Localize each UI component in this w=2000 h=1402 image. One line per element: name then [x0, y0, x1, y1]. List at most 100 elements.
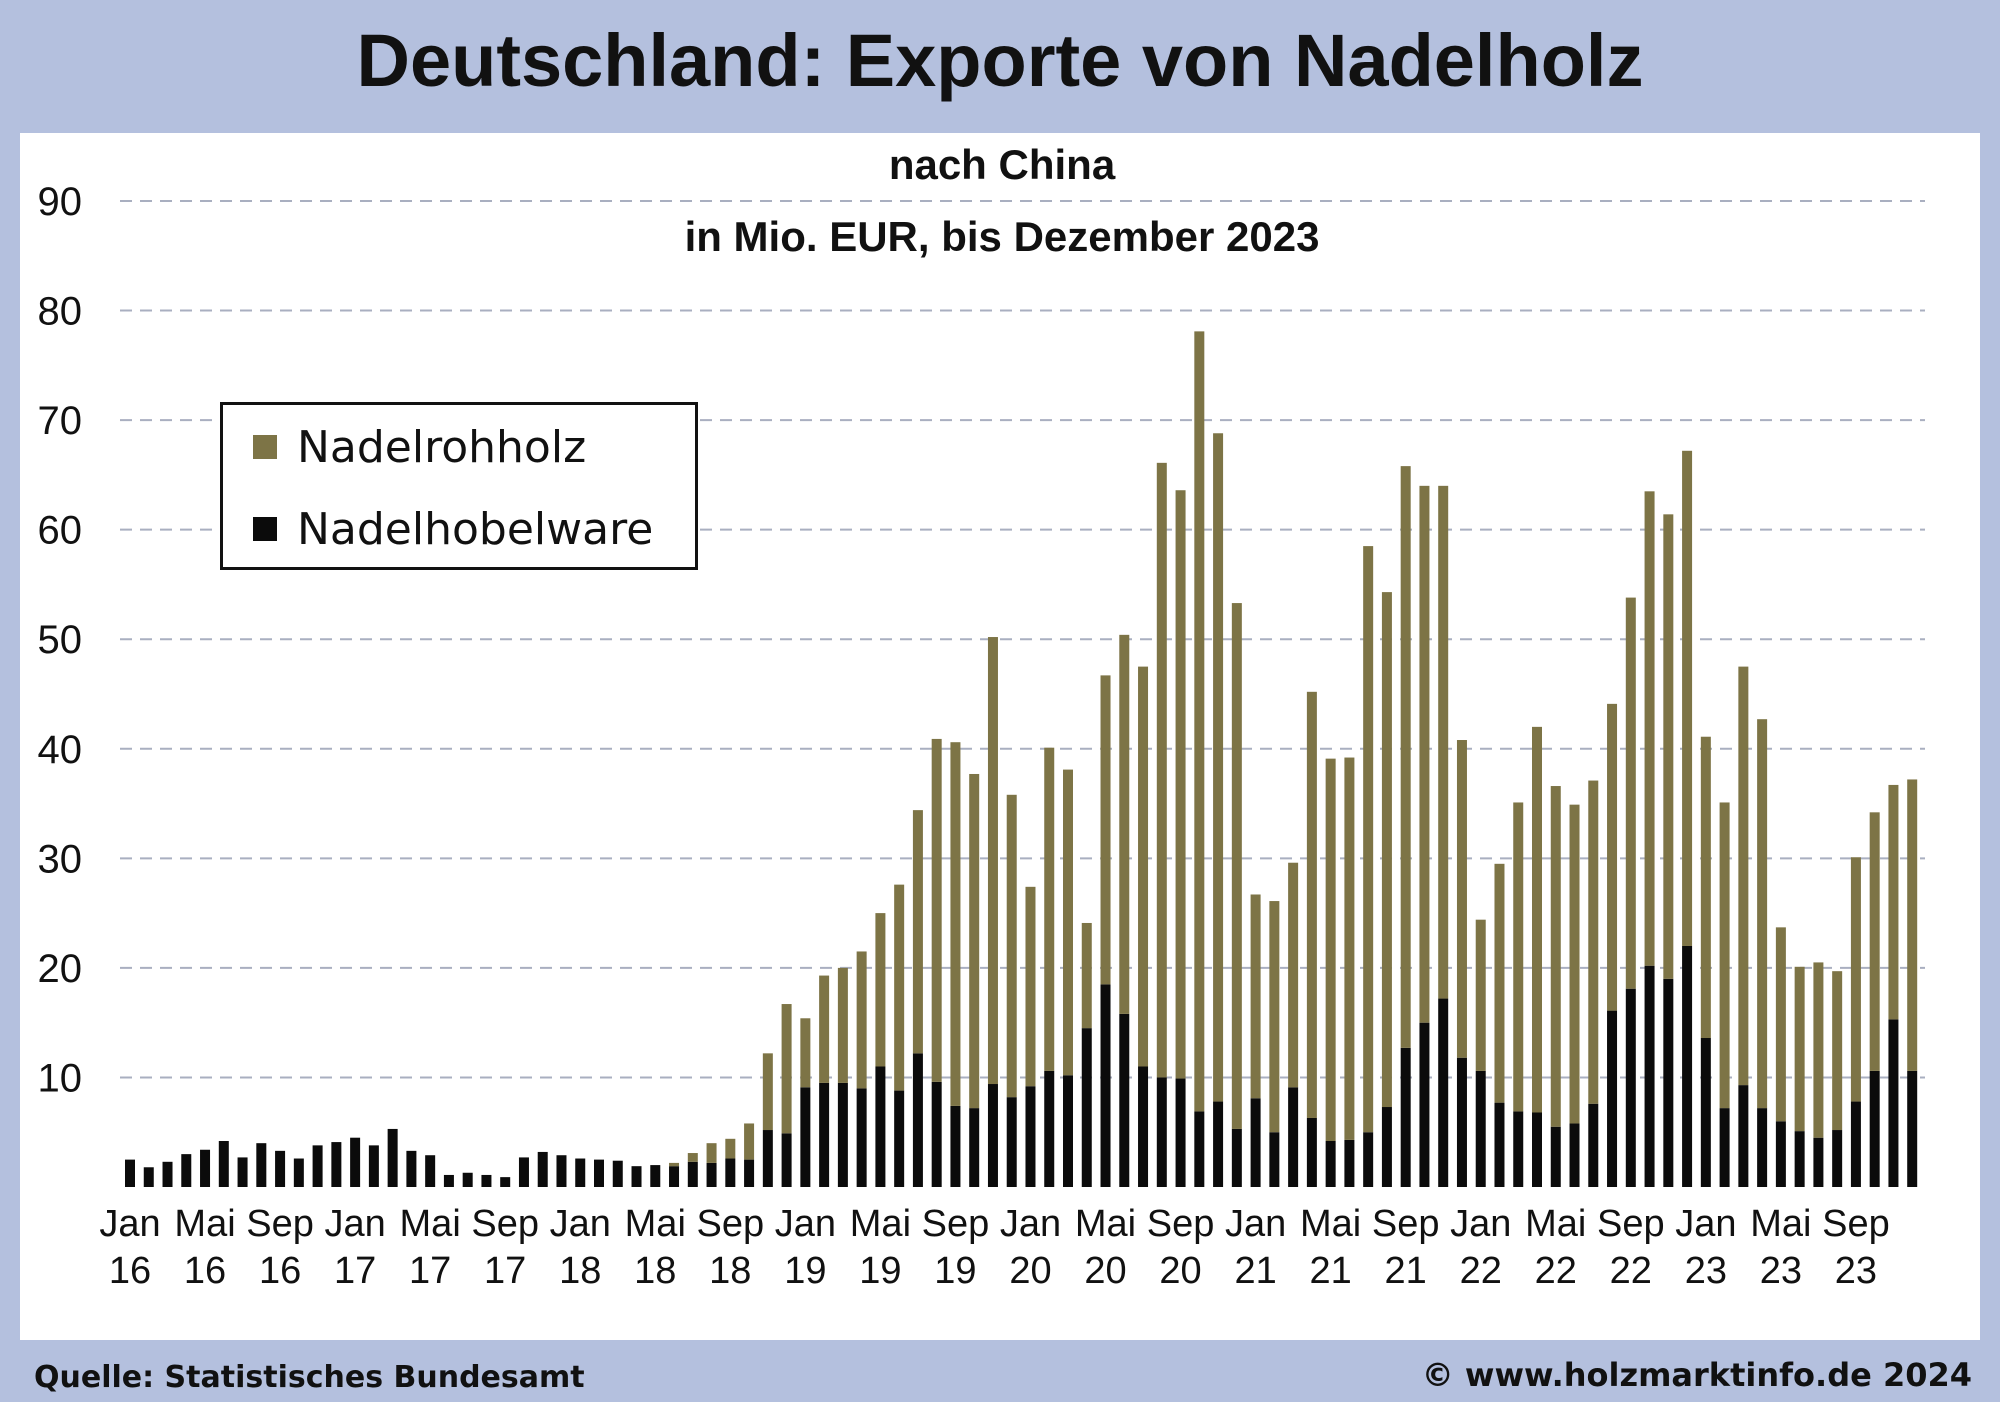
- x-tick-year: 16: [259, 1250, 301, 1292]
- bar-nadelrohholz: [725, 1138, 736, 1159]
- bar-nadelhobelware: [1100, 984, 1111, 1187]
- bar-nadelrohholz: [1775, 927, 1786, 1122]
- bar-nadelhobelware: [631, 1166, 642, 1187]
- x-tick-month: Jan: [324, 1203, 385, 1245]
- bar-nadelrohholz: [1850, 857, 1861, 1102]
- bar-nadelhobelware: [1175, 1078, 1186, 1187]
- bar-nadelhobelware: [1775, 1121, 1786, 1187]
- bar-nadelrohholz: [950, 742, 961, 1106]
- x-tick-month: Jan: [1450, 1203, 1511, 1245]
- bar-nadelrohholz: [1738, 666, 1749, 1086]
- x-tick-year: 19: [934, 1250, 976, 1292]
- bar-nadelrohholz: [1569, 804, 1580, 1124]
- bar-nadelhobelware: [1044, 1070, 1055, 1187]
- x-tick-month: Sep: [471, 1203, 539, 1245]
- x-tick-month: Sep: [1597, 1203, 1665, 1245]
- bar-nadelhobelware: [1138, 1066, 1149, 1187]
- x-tick-month: Jan: [775, 1203, 836, 1245]
- bar-nadelrohholz: [1663, 514, 1674, 979]
- bar-nadelhobelware: [462, 1172, 473, 1187]
- legend-label-rohholz: Nadelrohholz: [297, 421, 587, 473]
- x-tick-labels: Jan 16 Mai 16 Sep 16 Jan 17 Mai 17 Sep 17 Jan 18 Mai 18…: [99, 1203, 1889, 1292]
- bar-nadelrohholz: [1719, 802, 1730, 1109]
- bar-nadelrohholz: [744, 1123, 755, 1160]
- bar-nadelhobelware: [1625, 988, 1636, 1187]
- bar-nadelrohholz: [1231, 603, 1242, 1129]
- legend-swatch-hobelware: [253, 517, 277, 541]
- page-title: Deutschland: Exporte von Nadelholz: [356, 19, 1644, 102]
- bar-nadelrohholz: [1888, 784, 1899, 1020]
- bar-nadelrohholz: [1213, 433, 1224, 1102]
- bar-nadelhobelware: [1700, 1038, 1711, 1187]
- bar-nadelhobelware: [800, 1087, 811, 1187]
- x-tick-year: 21: [1234, 1250, 1276, 1292]
- bar-nadelrohholz: [837, 967, 848, 1083]
- bar-nadelrohholz: [1063, 769, 1073, 1076]
- bar-nadelrohholz: [800, 1018, 811, 1088]
- bar-nadelhobelware: [1194, 1111, 1205, 1187]
- y-tick-label: 70: [38, 399, 83, 443]
- y-tick-label: 40: [38, 728, 83, 772]
- x-tick-year: 17: [409, 1250, 451, 1292]
- legend: Nadelrohholz Nadelhobelware: [220, 402, 698, 570]
- bar-nadelrohholz: [1757, 719, 1768, 1109]
- bar-nadelrohholz: [1363, 546, 1374, 1133]
- bar-nadelhobelware: [1306, 1117, 1317, 1187]
- bar-nadelhobelware: [819, 1082, 830, 1187]
- bar-nadelrohholz: [1607, 703, 1618, 1011]
- x-tick-month: Mai: [850, 1203, 911, 1245]
- y-tick-label: 60: [38, 509, 83, 553]
- chart-title: nach China: [889, 141, 1116, 188]
- legend-item-hobelware: Nadelhobelware: [253, 499, 653, 559]
- bar-nadelhobelware: [762, 1130, 773, 1187]
- bar-nadelrohholz: [1700, 736, 1711, 1039]
- x-tick-month: Sep: [697, 1203, 765, 1245]
- legend-swatch-rohholz: [253, 435, 277, 459]
- bar-nadelrohholz: [1532, 726, 1542, 1113]
- bar-nadelhobelware: [1475, 1070, 1486, 1187]
- bar-nadelrohholz: [1438, 485, 1449, 999]
- x-tick-month: Jan: [99, 1203, 160, 1245]
- x-tick-year: 22: [1610, 1250, 1652, 1292]
- bar-nadelhobelware: [1081, 1028, 1092, 1187]
- bar-nadelrohholz: [1644, 491, 1655, 966]
- bar-nadelrohholz: [1494, 863, 1505, 1103]
- bar-nadelhobelware: [1006, 1097, 1017, 1187]
- bar-nadelhobelware: [594, 1159, 604, 1187]
- bar-nadelrohholz: [1288, 862, 1299, 1088]
- bar-nadelhobelware: [987, 1084, 998, 1187]
- bar-nadelhobelware: [293, 1158, 304, 1187]
- x-tick-year: 20: [1009, 1250, 1051, 1292]
- bar-nadelhobelware: [162, 1161, 173, 1187]
- x-tick-month: Jan: [1000, 1203, 1061, 1245]
- bar-nadelrohholz: [1550, 786, 1561, 1127]
- x-tick-month: Sep: [246, 1203, 314, 1245]
- bar-nadelhobelware: [1794, 1131, 1805, 1187]
- bar-nadelrohholz: [1344, 757, 1355, 1140]
- bar-nadelhobelware: [875, 1066, 886, 1187]
- x-tick-month: Mai: [1300, 1203, 1361, 1245]
- bar-nadelhobelware: [1532, 1112, 1542, 1187]
- bar-nadelhobelware: [1569, 1123, 1580, 1187]
- x-tick-month: Sep: [922, 1203, 990, 1245]
- bar-nadelhobelware: [237, 1157, 248, 1187]
- x-tick-year: 23: [1685, 1250, 1727, 1292]
- x-tick-month: Mai: [1750, 1203, 1811, 1245]
- bar-nadelhobelware: [1400, 1047, 1411, 1187]
- bar-nadelhobelware: [781, 1133, 792, 1187]
- bar-nadelhobelware: [744, 1159, 755, 1187]
- x-tick-year: 20: [1084, 1250, 1126, 1292]
- bar-nadelrohholz: [1025, 886, 1036, 1087]
- bar-nadelhobelware: [1213, 1101, 1224, 1187]
- bar-nadelrohholz: [875, 913, 886, 1067]
- bar-nadelhobelware: [256, 1143, 267, 1187]
- x-tick-year: 16: [184, 1250, 226, 1292]
- bar-nadelhobelware: [1231, 1128, 1242, 1187]
- bar-nadelrohholz: [669, 1162, 680, 1167]
- bar-nadelrohholz: [1794, 966, 1805, 1132]
- bar-nadelrohholz: [1419, 485, 1430, 1023]
- bar-nadelhobelware: [894, 1090, 905, 1187]
- bar-nadelrohholz: [706, 1143, 717, 1163]
- x-tick-month: Sep: [1372, 1203, 1440, 1245]
- bar-nadelhobelware: [331, 1142, 342, 1187]
